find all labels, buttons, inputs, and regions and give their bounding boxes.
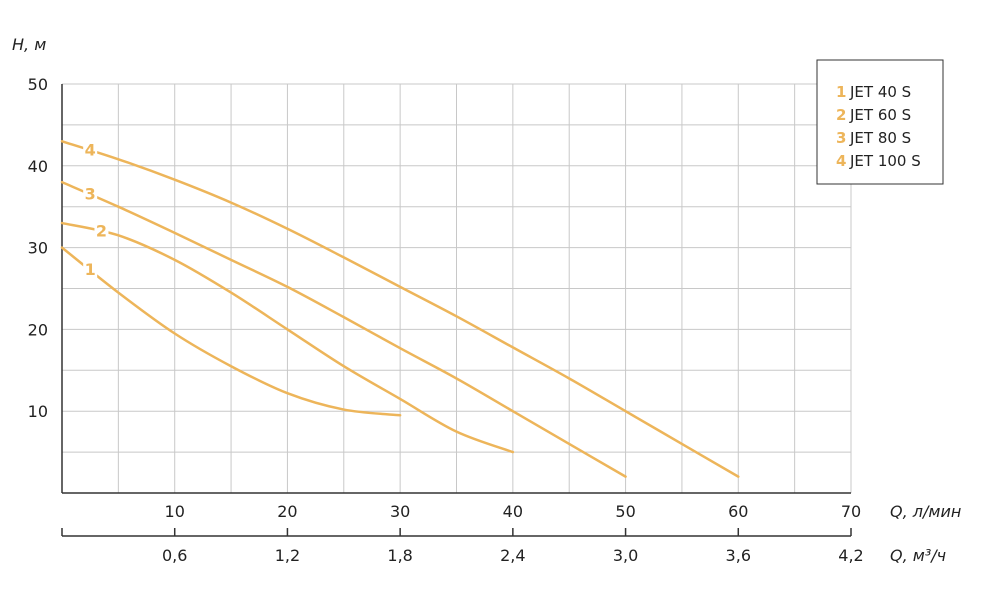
y-tick-label: 30 <box>28 239 48 258</box>
y-tick-label: 50 <box>28 75 48 94</box>
legend-number: 3 <box>836 129 846 147</box>
x-tick-label: 30 <box>390 502 410 521</box>
legend-box <box>816 59 944 185</box>
secondary-x-axis-label: Q, м³/ч <box>890 546 946 565</box>
series-label-bg <box>83 140 98 159</box>
legend-number: 1 <box>836 83 846 101</box>
x-tick-label: 20 <box>277 502 297 521</box>
y-axis-label: H, м <box>12 35 46 54</box>
y-tick-label: 40 <box>28 157 48 176</box>
series-line-3 <box>60 180 627 478</box>
secondary-x-tick-label: 3,0 <box>613 546 638 565</box>
series-label-2: 2 <box>96 222 107 241</box>
legend-number: 4 <box>836 152 846 170</box>
series-label-1: 1 <box>85 260 96 279</box>
series-label-bg <box>94 221 109 240</box>
series-label-4: 4 <box>85 140 96 159</box>
grid <box>62 83 852 493</box>
secondary-x-tick-label: 2,4 <box>500 546 525 565</box>
series-line-2 <box>60 221 515 454</box>
legend-entry: JET 60 S <box>849 106 911 124</box>
series-label-bg <box>83 184 98 203</box>
series-label-bg <box>83 260 98 279</box>
secondary-x-tick-label: 1,2 <box>275 546 300 565</box>
secondary-x-tick-label: 4,2 <box>838 546 863 565</box>
series-line-4 <box>60 140 740 478</box>
legend: 1 JET 40 S2 JET 60 S3 JET 80 S4 JET 100 S <box>816 59 944 185</box>
legend-number: 2 <box>836 106 846 124</box>
axes: 10 20 30 40 50 H, м 10 20 30 40 50 60 70 Q, л/мин 0,6 1… <box>12 35 961 565</box>
secondary-x-tick-label: 0,6 <box>162 546 187 565</box>
x-tick-label: 40 <box>503 502 523 521</box>
secondary-x-tick-label: 3,6 <box>726 546 751 565</box>
series-label-3: 3 <box>85 184 96 203</box>
y-tick-label: 20 <box>28 320 48 339</box>
x-tick-label: 10 <box>165 502 185 521</box>
legend-entry: JET 80 S <box>849 129 911 147</box>
x-tick-label: 70 <box>841 502 861 521</box>
x-tick-label: 60 <box>728 502 748 521</box>
x-tick-label: 50 <box>615 502 635 521</box>
y-tick-label: 10 <box>28 402 48 421</box>
series-group: 123 4 <box>60 140 740 478</box>
legend-entry: JET 40 S <box>849 83 911 101</box>
secondary-x-tick-label: 1,8 <box>387 546 412 565</box>
series-line-1 <box>60 246 402 417</box>
legend-entry: JET 100 S <box>849 152 921 170</box>
x-axis-label: Q, л/мин <box>890 502 961 521</box>
